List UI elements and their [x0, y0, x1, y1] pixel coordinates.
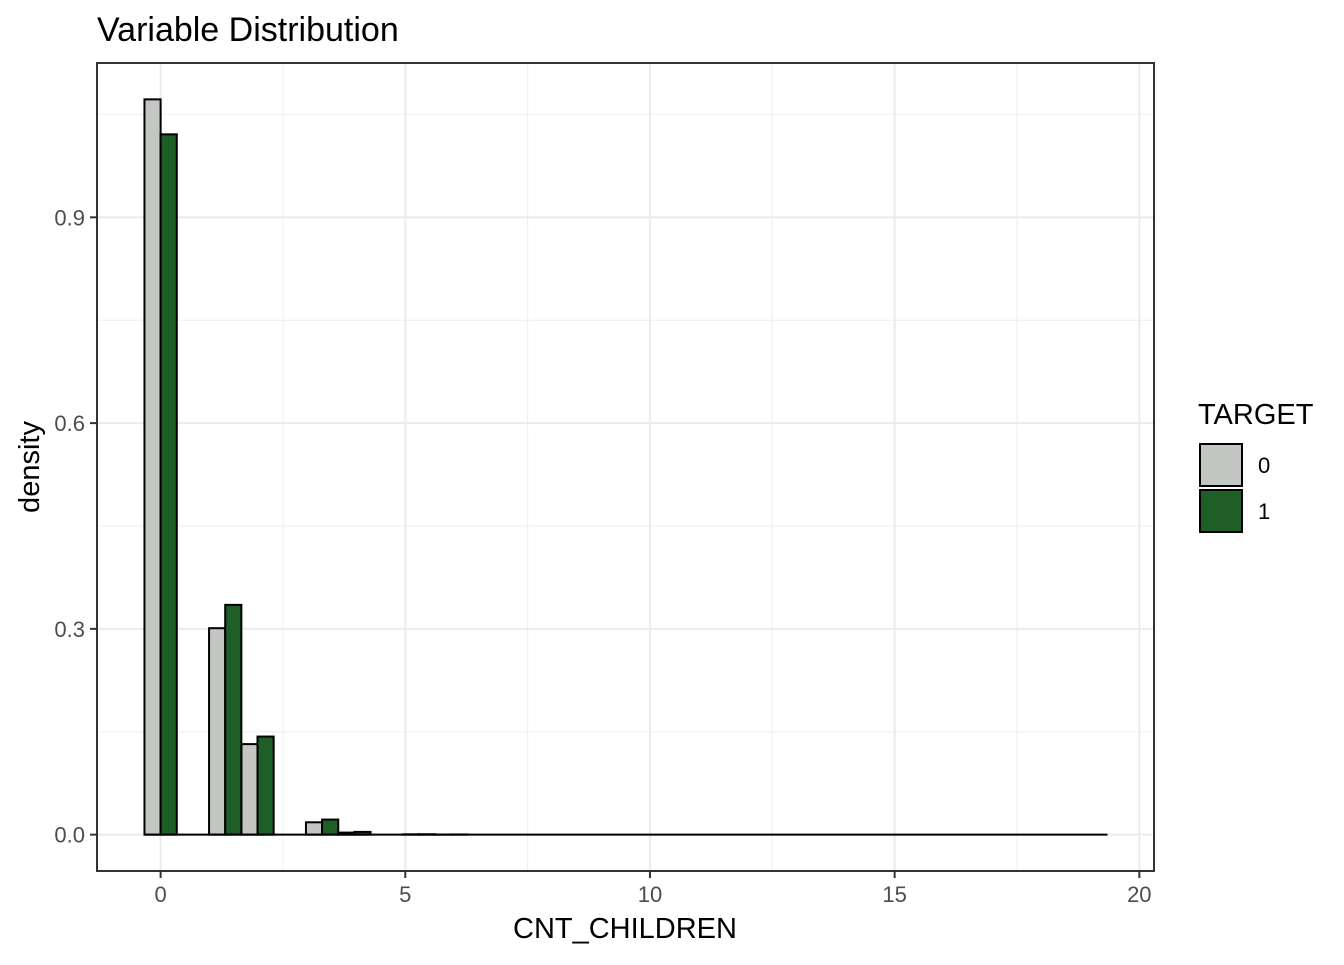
legend-key-1 [1200, 490, 1242, 532]
bar-target-1 [258, 737, 274, 835]
chart-title: Variable Distribution [97, 11, 399, 49]
bar-target-0 [306, 822, 322, 834]
bar-target-1 [322, 820, 338, 835]
legend-label-1: 1 [1258, 499, 1270, 524]
x-tick-label: 0 [154, 882, 166, 907]
bar-target-0 [209, 628, 225, 834]
x-tick-label: 10 [638, 882, 662, 907]
bar-target-1 [161, 134, 177, 834]
x-tick-label: 15 [882, 882, 906, 907]
x-axis-title: CNT_CHILDREN [513, 913, 737, 945]
y-axis-title: density [14, 421, 46, 513]
legend-title: TARGET [1198, 399, 1314, 431]
bar-target-1 [225, 605, 241, 835]
y-tick-label: 0.9 [54, 205, 85, 230]
legend: TARGET 0 1 [1198, 399, 1314, 532]
y-tick-label: 0.3 [54, 617, 85, 642]
bar-target-0 [241, 744, 257, 835]
y-tick-label: 0.6 [54, 411, 85, 436]
x-tick-label: 20 [1127, 882, 1151, 907]
legend-key-0 [1200, 444, 1242, 486]
bar-target-0 [144, 99, 160, 834]
y-axis: 0.0 0.3 0.6 0.9 [54, 205, 97, 847]
x-axis: 0 5 10 15 20 [154, 871, 1151, 907]
y-tick-label: 0.0 [54, 823, 85, 848]
legend-label-0: 0 [1258, 453, 1270, 478]
x-tick-label: 5 [399, 882, 411, 907]
